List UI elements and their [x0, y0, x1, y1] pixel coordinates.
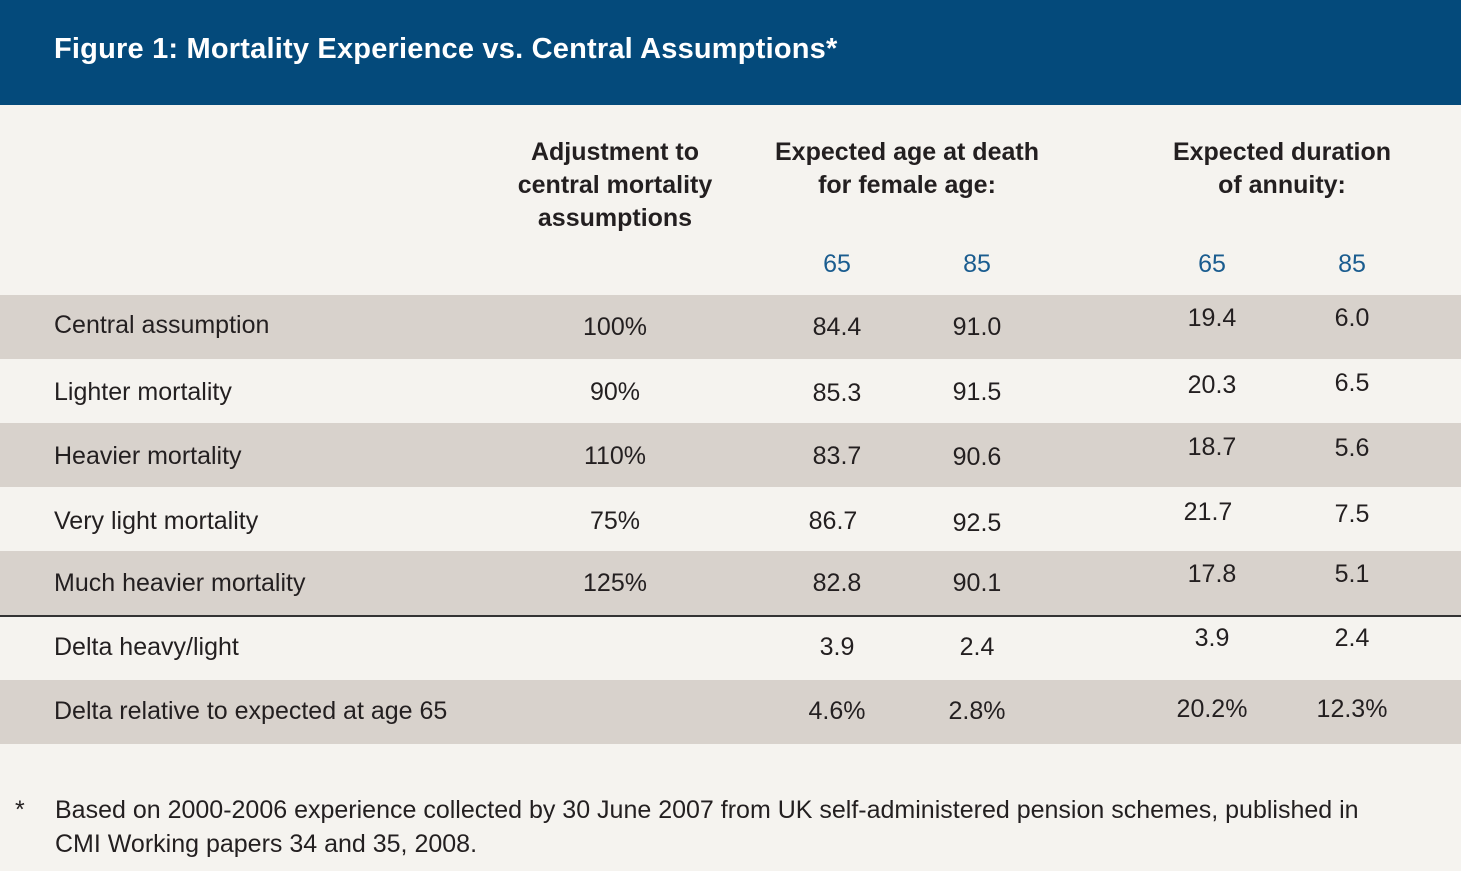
figure-header: Figure 1: Mortality Experience vs. Centr… [0, 0, 1461, 105]
column-header-duration: Expected duration of annuity: [1172, 138, 1392, 199]
subheader-duration-85: 85 [1338, 250, 1366, 278]
duration-85-cell: 5.1 [1334, 560, 1370, 588]
row-label: Heavier mortality [54, 442, 242, 470]
age-at-death-65-cell: 85.3 [812, 379, 862, 407]
age-at-death-85-cell: 90.6 [952, 443, 1002, 471]
age-at-death-65-cell: 82.8 [812, 569, 862, 597]
age-at-death-65-cell: 83.7 [812, 442, 862, 470]
subheader-age-at-death-65: 65 [823, 250, 851, 278]
row-label: Very light mortality [54, 507, 259, 535]
table-row-heavier-mortality: Heavier mortality 110% 83.7 90.6 18.7 5.… [0, 423, 1461, 487]
row-label: Delta relative to expected at age 65 [54, 697, 448, 725]
duration-85-cell: 6.5 [1334, 369, 1370, 397]
adjustment-cell: 75% [589, 507, 641, 535]
duration-85-cell: 5.6 [1334, 434, 1370, 462]
duration-85-cell: 2.4 [1334, 624, 1370, 652]
adjustment-cell: 100% [583, 313, 647, 341]
column-header-age-at-death: Expected age at death for female age: [775, 138, 1039, 199]
duration-65-cell: 20.3 [1187, 371, 1237, 399]
duration-65-cell: 19.4 [1187, 304, 1237, 332]
duration-85-cell: 7.5 [1334, 500, 1370, 528]
subheader-age-at-death-85: 85 [963, 250, 991, 278]
adjustment-cell: 125% [583, 569, 647, 597]
table-row-much-heavier-mortality: Much heavier mortality 125% 82.8 90.1 17… [0, 551, 1461, 615]
row-label: Lighter mortality [54, 378, 232, 406]
age-at-death-65-cell: 84.4 [812, 313, 862, 341]
age-at-death-85-cell: 92.5 [952, 509, 1002, 537]
table-row-delta-heavy-light: Delta heavy/light 3.9 2.4 3.9 2.4 [0, 615, 1461, 680]
age-at-death-85-cell: 2.4 [959, 633, 995, 661]
adjustment-cell: 110% [583, 442, 647, 470]
duration-65-cell: 17.8 [1187, 560, 1237, 588]
column-header-adjustment: Adjustment to central mortality assumpti… [517, 138, 713, 232]
duration-65-cell: 3.9 [1194, 624, 1230, 652]
table-row-lighter-mortality: Lighter mortality 90% 85.3 91.5 20.3 6.5 [0, 359, 1461, 423]
row-label: Delta heavy/light [54, 633, 239, 661]
table-row-very-light-mortality: Very light mortality 75% 86.7 92.5 21.7 … [0, 487, 1461, 551]
footnote-text: Based on 2000-2006 experience collected … [55, 796, 1359, 858]
age-at-death-65-cell: 4.6% [808, 697, 866, 725]
duration-85-cell: 12.3% [1316, 695, 1388, 723]
table-row-delta-relative: Delta relative to expected at age 65 4.6… [0, 680, 1461, 744]
adjustment-cell: 90% [589, 378, 641, 406]
table-row-central-assumption: Central assumption 100% 84.4 91.0 19.4 6… [0, 295, 1461, 359]
subheader-duration-65: 65 [1198, 250, 1226, 278]
age-at-death-85-cell: 90.1 [952, 569, 1002, 597]
duration-65-cell: 20.2% [1176, 695, 1248, 723]
age-at-death-65-cell: 3.9 [819, 633, 855, 661]
figure-title: Figure 1: Mortality Experience vs. Centr… [54, 33, 838, 65]
footnote-marker: * [15, 796, 25, 824]
age-at-death-85-cell: 2.8% [948, 697, 1006, 725]
row-label: Much heavier mortality [54, 569, 306, 597]
age-at-death-85-cell: 91.5 [952, 378, 1002, 406]
age-at-death-85-cell: 91.0 [952, 313, 1002, 341]
duration-65-cell: 21.7 [1183, 498, 1233, 526]
age-at-death-65-cell: 86.7 [808, 507, 858, 535]
row-label: Central assumption [54, 311, 270, 339]
duration-85-cell: 6.0 [1334, 304, 1370, 332]
duration-65-cell: 18.7 [1187, 433, 1237, 461]
